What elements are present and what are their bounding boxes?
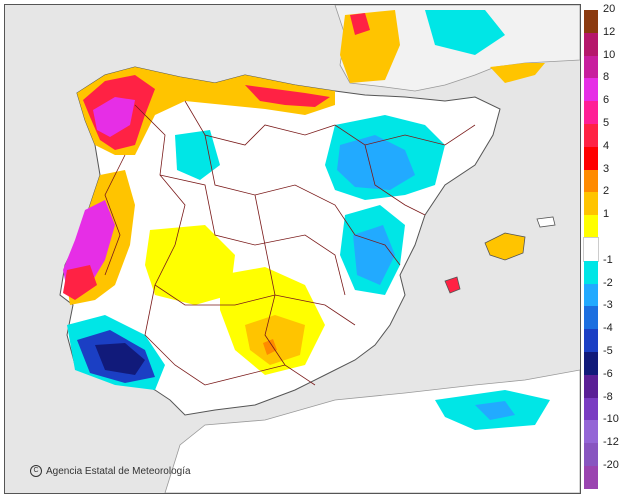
- legend-swatch: [584, 146, 598, 170]
- legend-swatch: [584, 420, 598, 444]
- legend-swatch: [584, 283, 598, 307]
- legend-label: 2: [603, 185, 610, 198]
- legend-swatch: [584, 10, 598, 33]
- border-line: [204, 134, 356, 236]
- legend-label: 1: [603, 208, 610, 221]
- hot-patch-france: [350, 13, 370, 35]
- legend-label: 12: [603, 25, 616, 38]
- legend-label: -20: [603, 459, 619, 471]
- cool-patch-leon: [175, 130, 220, 180]
- legend-label: -5: [603, 345, 613, 357]
- legend-label: -6: [603, 367, 613, 380]
- legend-row: -8: [584, 391, 630, 421]
- warm-patch-catalonia: [490, 63, 545, 83]
- copyright-icon: C: [30, 465, 42, 477]
- very-cold-patch-southwest: [95, 343, 145, 375]
- legend-swatch: [584, 260, 598, 284]
- magenta-patch-portugal: [63, 200, 115, 290]
- hot-patch-portugal: [63, 265, 97, 300]
- border-line: [364, 144, 426, 216]
- legend-label: 6: [603, 94, 610, 107]
- legend-swatch: [584, 443, 598, 466]
- legend-row: -5: [584, 345, 630, 375]
- legend-swatch: [584, 215, 598, 238]
- legend-row: -20: [584, 459, 630, 489]
- legend-label: 8: [603, 71, 610, 84]
- legend-row: -2: [584, 277, 630, 307]
- cold-patch-ebro: [337, 135, 415, 190]
- legend-swatch: [584, 374, 598, 398]
- legend-label: -8: [603, 390, 613, 403]
- hot-patch-cantabria: [245, 85, 330, 107]
- legend-row: [583, 237, 630, 262]
- legend-swatch: [584, 124, 598, 147]
- border-line: [184, 100, 336, 146]
- red-spot-jaen: [263, 339, 277, 355]
- credit: C Agencia Estatal de Meteorología: [30, 465, 191, 477]
- legend-swatch: [584, 101, 598, 124]
- legend-row: -3: [584, 299, 630, 330]
- cold-patch-africa: [475, 401, 515, 420]
- legend-label: -1: [603, 253, 613, 266]
- legend-swatch: [584, 192, 598, 216]
- legend-label: -4: [603, 322, 613, 335]
- warm-patch-center: [145, 225, 235, 305]
- legend-row: 5: [584, 117, 630, 147]
- menorca: [536, 216, 556, 228]
- legend-row: 4: [584, 140, 630, 170]
- cool-patch-france: [425, 10, 505, 55]
- legend-label: -10: [603, 413, 619, 426]
- legend-swatch: [584, 352, 598, 375]
- legend-row: -10: [584, 413, 630, 444]
- legend-swatch: [584, 32, 598, 56]
- ibiza: [444, 276, 461, 294]
- border-line: [254, 194, 286, 366]
- border-line: [334, 124, 476, 146]
- magenta-patch-galicia: [93, 97, 135, 137]
- legend-row: 10: [584, 49, 630, 79]
- province-borders: [104, 100, 476, 386]
- map-frame: [4, 4, 581, 494]
- legend-label: -12: [603, 436, 619, 449]
- legend-swatch: [584, 397, 598, 421]
- legend-swatch: [584, 78, 598, 102]
- border-line: [104, 154, 126, 276]
- anomaly-patches: [63, 10, 550, 430]
- legend-label: -3: [603, 299, 613, 312]
- border-line: [159, 174, 346, 296]
- legend-row: 2: [584, 185, 630, 216]
- legend-label: 3: [603, 162, 610, 175]
- legend-label: 20: [603, 3, 616, 15]
- legend-swatch: [584, 466, 598, 489]
- border-line: [354, 234, 401, 266]
- legend-row: 8: [584, 71, 630, 102]
- legend-label: 5: [603, 117, 610, 129]
- legend-label: -2: [603, 276, 613, 289]
- mallorca: [484, 232, 526, 261]
- legend-swatch: [584, 169, 598, 193]
- legend-swatch: [584, 306, 598, 330]
- anomaly-map: [5, 5, 580, 493]
- legend-swatch: [584, 55, 598, 79]
- legend-label: 10: [603, 48, 616, 61]
- orange-patch-jaen: [245, 315, 305, 365]
- legend: 20 12 10 8 6 5 4 3 2 1 -1 -2 -3 -4 -5 -6 -8 -10 -12 -20: [583, 3, 630, 490]
- legend-row: 20: [584, 3, 630, 33]
- legend-row: 3: [584, 163, 630, 193]
- cold-patch-valencia: [353, 225, 395, 285]
- legend-swatch: [584, 329, 598, 352]
- legend-row: -4: [584, 322, 630, 352]
- legend-row: 6: [584, 94, 630, 124]
- legend-label: 4: [603, 139, 610, 152]
- watermark: aemet: [505, 460, 546, 476]
- credit-text: Agencia Estatal de Meteorología: [46, 465, 191, 477]
- legend-row: 1: [584, 208, 630, 238]
- legend-swatch: [583, 237, 599, 262]
- legend-row: -1: [584, 254, 630, 284]
- legend-row: 12: [584, 26, 630, 56]
- legend-row: -12: [584, 436, 630, 466]
- legend-row: -6: [584, 368, 630, 398]
